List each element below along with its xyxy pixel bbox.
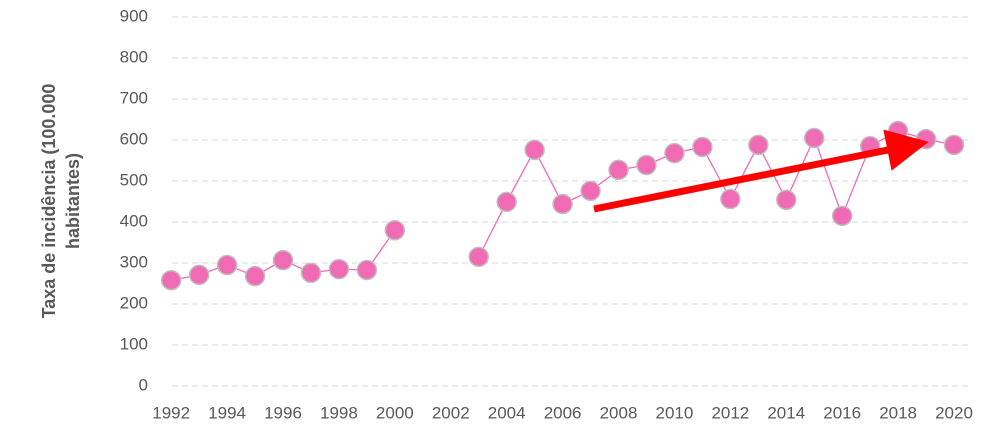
data-point [552, 193, 573, 215]
data-point [384, 219, 406, 241]
x-tick-label: 2010 [656, 403, 694, 422]
data-point [720, 188, 741, 210]
data-point [468, 246, 489, 268]
x-tick-label: 2008 [600, 403, 638, 422]
y-label-line: Taxa de incidência (100.000 [39, 84, 59, 319]
x-tick-label: 2016 [823, 403, 861, 422]
x-tick-label: 2020 [935, 403, 973, 422]
y-tick-label: 400 [120, 211, 148, 230]
x-tick-label: 2018 [879, 403, 917, 422]
y-label-line: habitantes) [63, 153, 83, 249]
data-point [580, 180, 601, 202]
y-tick-label: 500 [120, 170, 148, 189]
y-tick-label: 300 [120, 252, 148, 271]
data-point [328, 258, 350, 280]
trend-arrow [593, 129, 929, 213]
data-point [300, 262, 322, 284]
data-point [272, 249, 294, 271]
y-axis-label: Taxa de incidência (100.000 habitantes) [39, 84, 83, 319]
x-tick-label: 2004 [488, 403, 526, 422]
x-tick-label: 1998 [320, 403, 358, 422]
data-point [636, 154, 657, 176]
data-point [776, 189, 797, 211]
data-point [244, 265, 266, 287]
data-point [692, 136, 713, 158]
data-point [524, 139, 545, 161]
y-tick-label: 200 [120, 293, 148, 312]
data-point [915, 128, 937, 150]
data-point [748, 134, 769, 156]
y-tick-label: 800 [120, 47, 148, 66]
x-tick-label: 2000 [376, 403, 414, 422]
y-tick-label: 700 [120, 88, 148, 107]
data-point [356, 259, 378, 281]
x-tick-label: 2014 [767, 403, 805, 422]
data-point [188, 264, 210, 286]
data-point [608, 159, 629, 181]
x-tick-label: 1992 [152, 403, 190, 422]
x-tick-label: 1994 [208, 403, 246, 422]
data-point [496, 191, 517, 213]
plot-area: 0 100 200 300 400 500 600 700 800 900 1992 1994 1996… [120, 6, 973, 422]
data-point [160, 269, 182, 291]
x-tick-label: 2006 [544, 403, 582, 422]
data-point [664, 142, 685, 164]
y-tick-label: 0 [139, 375, 148, 394]
y-tick-label: 100 [120, 334, 148, 353]
data-point [943, 134, 965, 156]
data-point [831, 205, 853, 227]
x-tick-label: 2012 [711, 403, 749, 422]
x-tick-label: 1996 [264, 403, 302, 422]
data-point [887, 120, 909, 142]
data-point [803, 127, 825, 149]
y-tick-label: 600 [120, 129, 148, 148]
y-tick-label: 900 [120, 6, 148, 25]
x-tick-label: 2002 [432, 403, 470, 422]
data-point [216, 254, 238, 276]
